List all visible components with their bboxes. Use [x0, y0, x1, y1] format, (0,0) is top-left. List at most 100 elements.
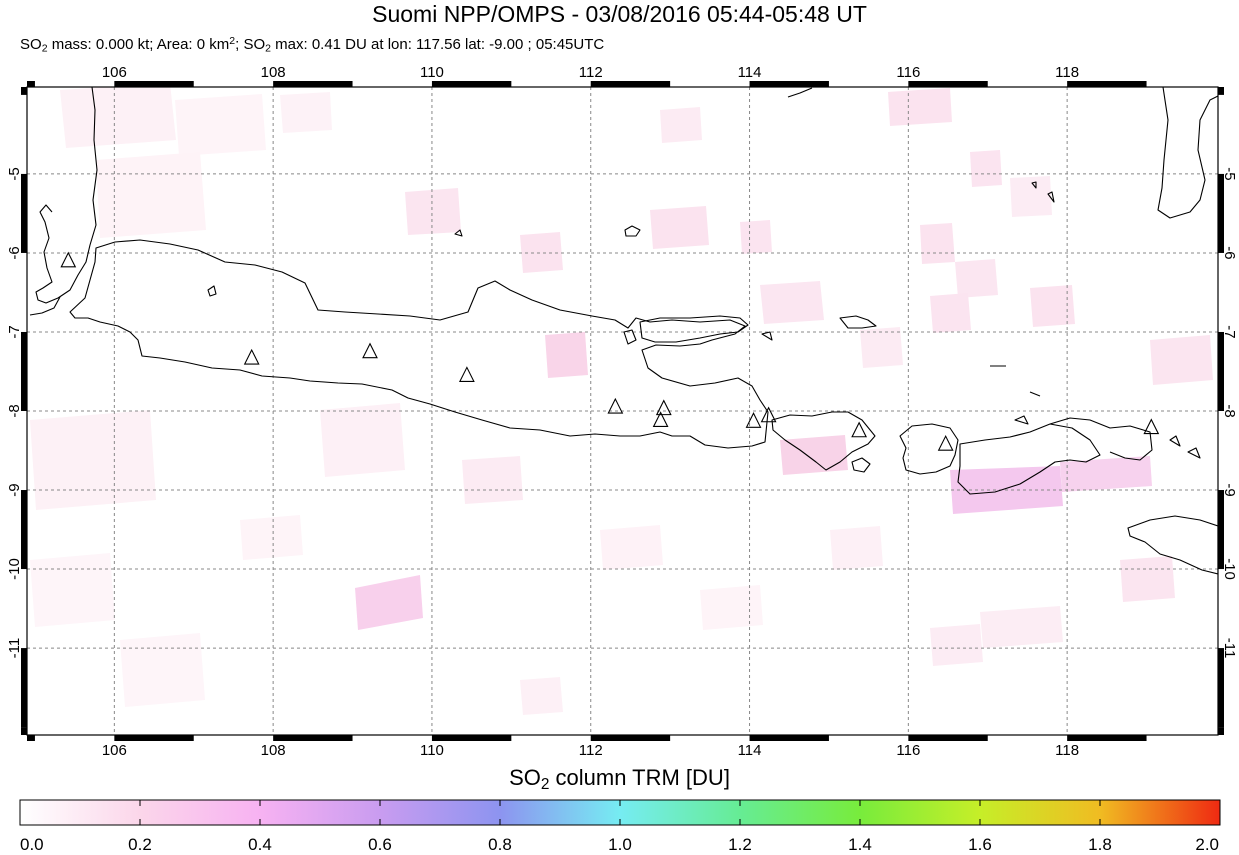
so2-pixel — [1150, 335, 1213, 385]
frame-segment-right — [1218, 331, 1224, 411]
so2-pixel — [888, 88, 952, 126]
coastline-java — [69, 239, 769, 449]
so2-summary: SO2 mass: 0.000 kt; Area: 0 km2; SO2 max… — [20, 34, 605, 55]
lon-tick-label-top: 106 — [102, 64, 127, 81]
colorbar-ticks: 0.0 0.2 0.4 0.6 0.8 1.0 1.2 1.4 1.6 1.8 2.0 — [19, 800, 1221, 854]
frame-segment-bottom — [114, 735, 194, 741]
frame-segment-top — [590, 81, 671, 87]
volcano-layer — [60, 251, 1160, 451]
triangle-icon — [937, 434, 954, 451]
graticule — [27, 87, 1218, 735]
coastlines — [29, 87, 1218, 575]
so2-pixel — [1010, 176, 1052, 217]
lat-tick-label-left: -7 — [6, 325, 23, 338]
lon-tick-label-bottom: 112 — [579, 742, 603, 759]
so2-pixel — [1120, 556, 1175, 602]
frame-segment-top — [114, 81, 194, 87]
lat-tick-label-right: -7 — [1221, 325, 1238, 338]
frame-segment-bottom — [590, 735, 671, 741]
frame-segment-left — [21, 648, 27, 728]
so2-pixel — [930, 293, 971, 333]
lat-tick-label-left: -5 — [6, 167, 23, 180]
frame-segment-top — [908, 81, 988, 87]
map-border-bars — [21, 81, 1224, 741]
lon-tick-label-top: 116 — [896, 64, 920, 81]
triangle-icon — [652, 411, 669, 428]
triangle-icon — [760, 406, 777, 423]
colorbar-tick-label: 1.6 — [968, 835, 992, 854]
so2-pixel — [955, 259, 998, 298]
so2-pixel — [830, 526, 883, 570]
lat-tick-label-left: -9 — [6, 483, 23, 496]
coastline-sumbawa-east — [1049, 417, 1153, 461]
triangle-icon — [60, 251, 77, 268]
frame-segment-left — [21, 727, 27, 735]
frame-segment-bottom — [27, 735, 35, 741]
coastline-karimunjawa — [624, 225, 641, 237]
frame-segment-bottom — [1067, 735, 1147, 741]
triangle-icon — [851, 421, 868, 438]
so2-pixel — [280, 92, 332, 133]
coastline-lombok — [899, 423, 959, 475]
so2-pixel — [980, 606, 1063, 648]
so2-pixel — [740, 220, 772, 254]
coastline-islets — [207, 181, 1201, 459]
colorbar-tick-label: 1.2 — [728, 835, 752, 854]
colorbar-tick-label: 0.6 — [368, 835, 392, 854]
lat-tick-label-right: -10 — [1221, 558, 1238, 580]
so2-pixel — [920, 223, 955, 264]
so2-pixel — [860, 327, 903, 368]
so2-map: 106 106 108 108 110 110 112 112 114 114 116 116 118 1… — [6, 64, 1238, 759]
coastline-sumbawa — [957, 423, 1101, 495]
colorbar-tick-label: 2.0 — [1195, 835, 1219, 854]
so2-pixel — [700, 585, 763, 630]
so2-pixel — [96, 152, 206, 238]
frame-segment-bottom — [273, 735, 353, 741]
triangle-icon — [1143, 418, 1160, 435]
frame-segment-left — [21, 173, 27, 253]
frame-segment-top — [27, 81, 35, 87]
frame-segment-bottom — [908, 735, 988, 741]
coastline-borneo — [787, 87, 1218, 219]
so2-pixel — [930, 624, 983, 666]
frame-segment-right — [1218, 648, 1224, 728]
lat-tick-label-left: -6 — [6, 246, 23, 259]
so2-pixel — [320, 403, 405, 477]
so2-pixel — [600, 525, 663, 570]
so2-pixel — [240, 515, 303, 560]
colorbar-tick-label: 0.4 — [248, 835, 272, 854]
so2-pixel — [30, 553, 115, 627]
so2-pixel — [30, 410, 156, 510]
colorbar-tick-label: 0.0 — [20, 835, 44, 854]
frame-segment-right — [1218, 173, 1224, 253]
lat-tick-label-left: -10 — [6, 558, 23, 580]
triangle-icon — [362, 342, 378, 359]
colorbar-title: SO2 column TRM [DU] — [509, 765, 730, 793]
frame-segment-top — [431, 81, 512, 87]
coastline-kangean — [839, 315, 877, 329]
triangle-icon — [607, 397, 624, 414]
coastline-nusa-penida — [851, 457, 871, 473]
colorbar-tick-label: 0.8 — [488, 835, 512, 854]
triangle-icon — [745, 412, 762, 428]
colorbar-tick-label: 0.2 — [128, 835, 152, 854]
frame-segment-right — [1218, 727, 1224, 735]
colorbar-tick-label: 1.4 — [848, 835, 872, 854]
colorbar-tick-label: 1.8 — [1088, 835, 1112, 854]
triangle-icon — [458, 366, 475, 382]
so2-pixel — [175, 94, 266, 156]
triangle-icon — [243, 348, 260, 365]
triangle-icon — [655, 399, 672, 416]
so2-pixel — [405, 188, 461, 235]
lon-tick-label-bottom: 106 — [102, 742, 127, 759]
lon-tick-label-bottom: 108 — [261, 742, 286, 759]
lon-tick-label-top: 110 — [420, 64, 444, 81]
so2-pixel — [970, 150, 1002, 187]
lat-tick-label-right: -11 — [1221, 638, 1238, 659]
frame-segment-left — [21, 490, 27, 570]
lon-tick-label-top: 112 — [579, 64, 603, 81]
lon-tick-label-bottom: 110 — [420, 742, 444, 759]
lon-tick-label-bottom: 116 — [896, 742, 920, 759]
coastline-bali — [771, 411, 876, 471]
map-title: Suomi NPP/OMPS - 03/08/2016 05:44-05:48 … — [372, 1, 867, 27]
